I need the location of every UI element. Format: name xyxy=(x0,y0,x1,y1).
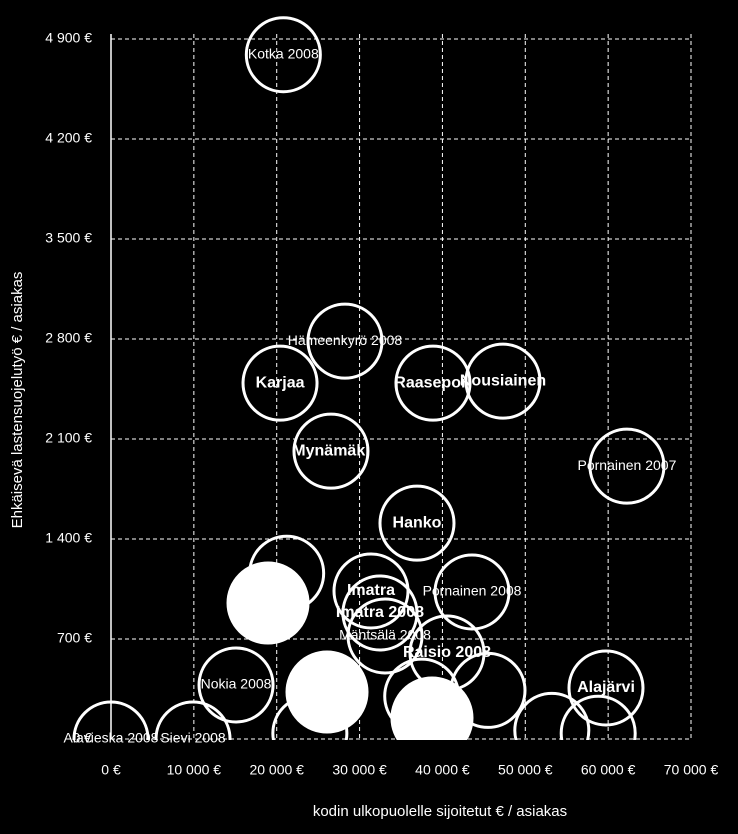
bubble xyxy=(226,561,310,645)
bubble xyxy=(341,574,419,652)
bubble xyxy=(588,427,666,505)
x-tick-label: 70 000 € xyxy=(664,762,719,778)
x-tick-label: 60 000 € xyxy=(581,762,636,778)
x-tick-label: 40 000 € xyxy=(415,762,470,778)
bubble-label: Imatra xyxy=(347,582,395,599)
bubble xyxy=(346,597,424,675)
bubble-label: Hanko xyxy=(393,514,442,531)
bubble xyxy=(197,646,275,724)
y-tick-label: 4 200 € xyxy=(45,130,92,146)
bubble-label: Nousiainen xyxy=(460,372,546,389)
bubble xyxy=(378,484,456,562)
bubble xyxy=(244,16,322,94)
bubble xyxy=(513,691,591,740)
bubble xyxy=(285,650,369,734)
x-tick-label: 30 000 € xyxy=(332,762,387,778)
bubble-label: Alavieska 2008 xyxy=(64,730,159,746)
y-tick-label: 0 € xyxy=(73,730,93,746)
bubble-label: Mynämäki xyxy=(292,442,369,459)
bubble xyxy=(292,412,370,490)
y-axis-title: Ehkäisevä lastensuojelutyö € / asiakas xyxy=(9,272,26,529)
bubble-label: Kotka 2008 xyxy=(248,45,319,61)
bubble-label: Raisio 2008 xyxy=(403,644,491,661)
bubble-label: Pornainen 2008 xyxy=(423,583,522,599)
x-tick-label: 50 000 € xyxy=(498,762,553,778)
x-tick-label: 20 000 € xyxy=(249,762,304,778)
bubble-label: Hämeenkyrö 2008 xyxy=(288,332,403,348)
bubble xyxy=(567,649,645,727)
bubble xyxy=(464,342,542,420)
y-tick-label: 1 400 € xyxy=(45,530,92,546)
bubble-label: Alajärvi xyxy=(577,679,635,696)
bubble xyxy=(559,694,637,740)
bubble-label: Karjaa xyxy=(256,374,305,391)
x-axis-title: kodin ulkopuolelle sijoitetut € / asiaka… xyxy=(313,803,567,820)
bubble xyxy=(394,344,472,422)
bubble-label: Sievi 2008 xyxy=(160,730,226,746)
bubble xyxy=(433,553,511,631)
bubble xyxy=(154,700,232,740)
y-tick-label: 700 € xyxy=(57,630,92,646)
x-tick-label: 10 000 € xyxy=(167,762,222,778)
y-tick-label: 2 100 € xyxy=(45,430,92,446)
y-tick-label: 4 900 € xyxy=(45,30,92,46)
bubble-label: Nokia 2008 xyxy=(201,676,272,692)
bubble xyxy=(390,676,474,740)
x-tick-label: 0 € xyxy=(101,762,121,778)
bubble-label: Mäntsälä 2008 xyxy=(339,627,431,643)
bubble-label: Pornainen 2007 xyxy=(578,457,677,473)
bubble-label: Raasepori xyxy=(394,374,471,391)
bubble xyxy=(306,302,384,380)
y-tick-label: 3 500 € xyxy=(45,230,92,246)
bubble-label: Imatra 2008 xyxy=(336,604,424,621)
y-tick-label: 2 800 € xyxy=(45,330,92,346)
bubble xyxy=(72,700,150,740)
bubble xyxy=(241,344,319,422)
